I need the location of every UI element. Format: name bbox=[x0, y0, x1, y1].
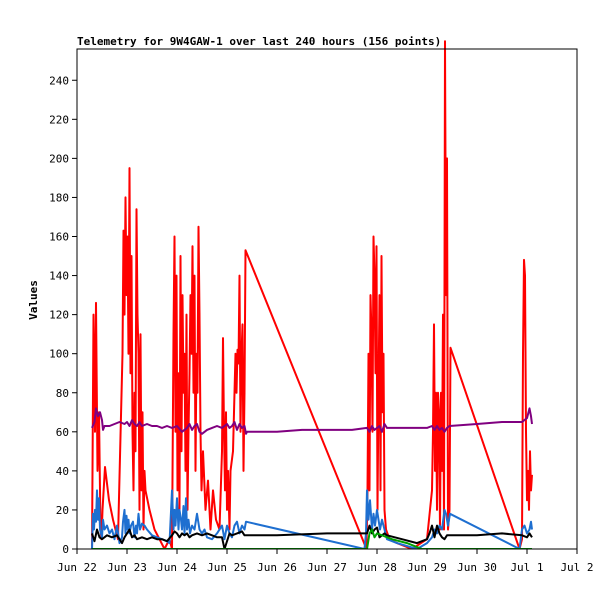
y-tick-label: 200 bbox=[49, 152, 69, 165]
y-tick-label: 60 bbox=[56, 426, 69, 439]
y-tick-label: 140 bbox=[49, 270, 69, 283]
x-tick-label: Jun 29 bbox=[407, 561, 447, 574]
series-line-3 bbox=[91, 489, 533, 549]
x-tick-label: Jun 23 bbox=[107, 561, 147, 574]
chart-title: Telemetry for 9W4GAW-1 over last 240 hou… bbox=[77, 35, 441, 48]
y-tick-label: 20 bbox=[56, 504, 69, 517]
x-tick-label: Jun 30 bbox=[457, 561, 497, 574]
x-tick-label: Jul 2 bbox=[560, 561, 593, 574]
series-line-2 bbox=[91, 407, 533, 435]
axes-layer: 0 20 40 60 80 100 120 140 160 180 200 220 240 Jun 22 J… bbox=[49, 48, 594, 574]
y-tick-label: 40 bbox=[56, 465, 69, 478]
x-tick-label: Jul 1 bbox=[510, 561, 543, 574]
y-tick-label: 100 bbox=[49, 348, 69, 361]
y-tick-label: 0 bbox=[62, 543, 69, 556]
x-tick-label: Jun 24 bbox=[157, 561, 197, 574]
y-tick-label: 160 bbox=[49, 231, 69, 244]
series-line-5 bbox=[92, 528, 532, 549]
x-tick-label: Jun 28 bbox=[357, 561, 397, 574]
y-tick-label: 80 bbox=[56, 387, 69, 400]
series-line-1 bbox=[91, 40, 533, 549]
y-axis-label: Values bbox=[27, 280, 40, 320]
x-tick-label: Jun 26 bbox=[257, 561, 297, 574]
y-tick-label: 180 bbox=[49, 191, 69, 204]
series-line-4 bbox=[91, 524, 533, 549]
x-tick-label: Jun 27 bbox=[307, 561, 347, 574]
plot-frame bbox=[76, 48, 578, 550]
y-tick-label: 240 bbox=[49, 74, 69, 87]
y-tick-label: 220 bbox=[49, 113, 69, 126]
series-layer bbox=[91, 40, 533, 549]
y-tick-label: 120 bbox=[49, 309, 69, 322]
x-tick-label: Jun 25 bbox=[207, 561, 247, 574]
x-tick-label: Jun 22 bbox=[57, 561, 97, 574]
